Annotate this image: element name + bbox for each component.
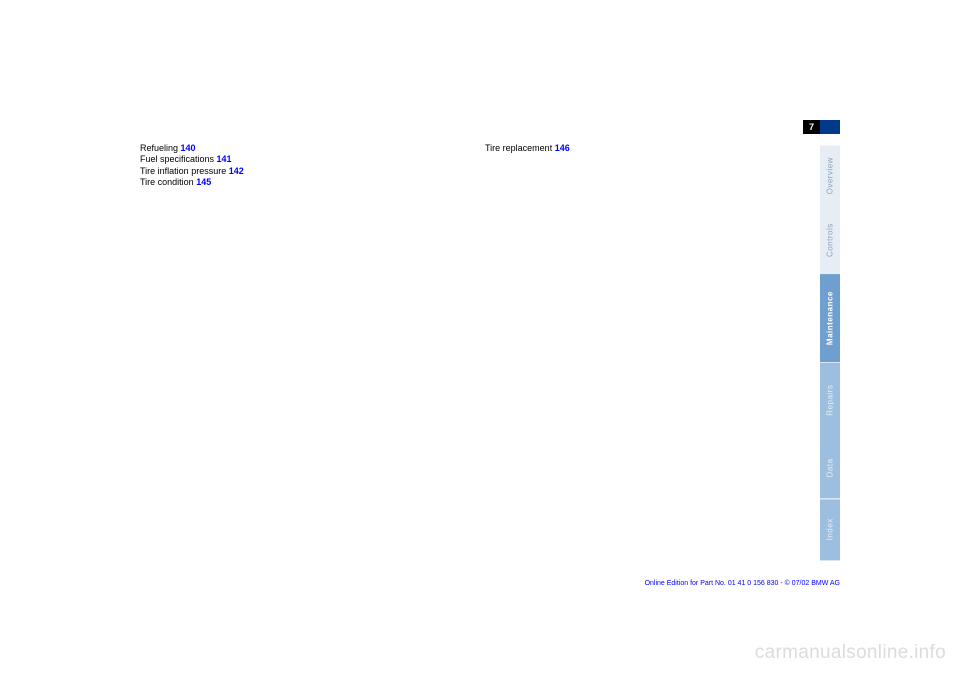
toc-entry-page-link[interactable]: 146	[555, 143, 570, 153]
watermark: carmanualsonline.info	[755, 642, 946, 664]
right-column: Tire replacement 146	[485, 143, 800, 188]
toc-entry-text: Refueling	[140, 143, 181, 153]
left-column: Refueling 140Fuel specifications 141Tire…	[140, 143, 455, 188]
toc-entry-text: Tire inflation pressure	[140, 166, 229, 176]
toc-entry[interactable]: Tire condition 145	[140, 177, 455, 188]
toc-entry-text: Tire replacement	[485, 143, 555, 153]
side-tab-index[interactable]: Index	[820, 499, 840, 560]
page-number: 7	[803, 120, 820, 134]
side-tab-controls[interactable]: Controls	[820, 206, 840, 274]
side-tab-repairs[interactable]: Repairs	[820, 363, 840, 438]
page-number-badge: 7	[803, 120, 840, 134]
toc-entry[interactable]: Refueling 140	[140, 143, 455, 154]
toc-entry-page-link[interactable]: 141	[217, 154, 232, 164]
toc-entry[interactable]: Fuel specifications 141	[140, 154, 455, 165]
side-tabs: OverviewControlsMaintenanceRepairsDataIn…	[820, 145, 840, 560]
footer-edition: Online Edition for Part No. 01 41 0 156 …	[645, 580, 840, 587]
side-tab-maintenance[interactable]: Maintenance	[820, 274, 840, 362]
side-tab-overview[interactable]: Overview	[820, 145, 840, 206]
toc-entry[interactable]: Tire replacement 146	[485, 143, 800, 154]
manual-page: 7 Refueling 140Fuel specifications 141Ti…	[140, 115, 840, 595]
toc-entry-text: Fuel specifications	[140, 154, 217, 164]
content-columns: Refueling 140Fuel specifications 141Tire…	[140, 143, 800, 188]
toc-entry-page-link[interactable]: 142	[229, 166, 244, 176]
toc-entry-page-link[interactable]: 140	[181, 143, 196, 153]
toc-entry[interactable]: Tire inflation pressure 142	[140, 166, 455, 177]
side-tab-data[interactable]: Data	[820, 437, 840, 498]
toc-entry-text: Tire condition	[140, 177, 196, 187]
toc-entry-page-link[interactable]: 145	[196, 177, 211, 187]
page-number-accent	[820, 120, 840, 134]
